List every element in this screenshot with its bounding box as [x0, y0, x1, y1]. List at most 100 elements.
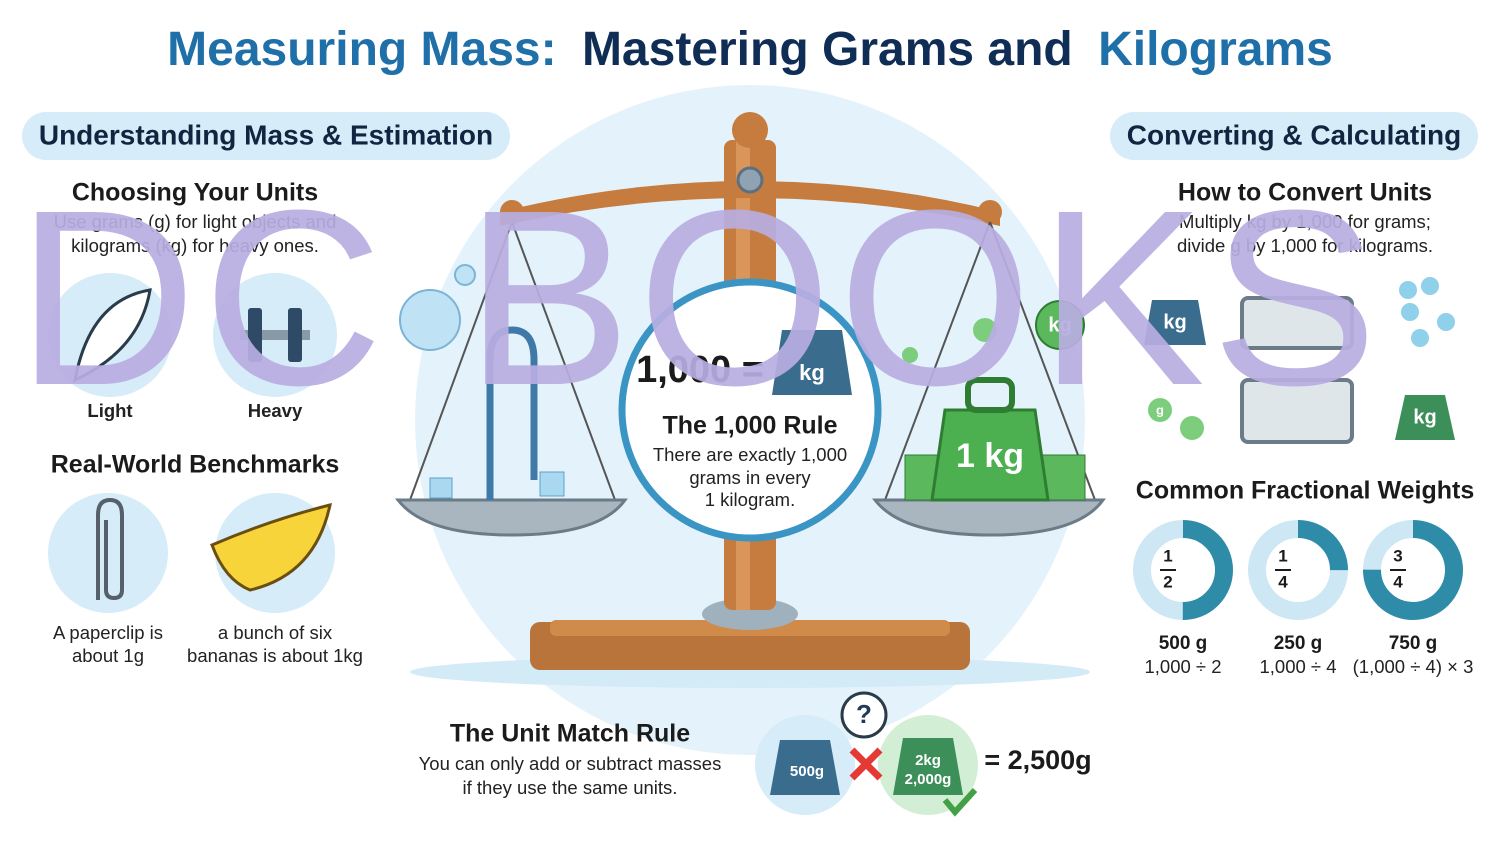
section-pill — [1110, 112, 1478, 160]
pan-weight-label: kg — [1048, 314, 1071, 336]
section-heading: Understanding Mass & Estimation — [39, 119, 493, 150]
fraction-donuts: 1 2 500 g1,000 ÷ 2 1 4 250 g1,000 ÷ 4 3 4 750 g(… — [1133, 520, 1474, 677]
scale-illustration-part — [989, 221, 1096, 501]
result: = 2,500g — [984, 745, 1091, 775]
conversion-icons-part — [1148, 398, 1172, 422]
scale-illustration-part — [965, 377, 1015, 413]
rule-title: The 1,000 Rule — [662, 412, 837, 440]
scale-illustration-part — [1035, 300, 1085, 350]
unit-match-icons-part — [849, 747, 883, 781]
unit-match-icons-part — [942, 787, 978, 817]
conversion-icons-part — [1411, 329, 1429, 347]
unit-icons-part — [248, 308, 262, 362]
conversion-icons-part — [1421, 277, 1439, 295]
fraction-numerator: 3 — [1393, 546, 1402, 565]
fraction-calc: (1,000 ÷ 4) × 3 — [1353, 656, 1474, 677]
description: kilograms (kg) for heavy ones. — [71, 235, 319, 256]
scale-illustration-part — [736, 166, 764, 194]
scale-illustration-part — [409, 221, 513, 501]
benchmark-icons-part — [96, 497, 124, 601]
conversion-icons-part — [1240, 296, 1354, 350]
scale-illustration-part — [871, 498, 1106, 537]
description: You can only add or subtract masses — [419, 753, 722, 774]
conversion-icons-part — [1401, 303, 1419, 321]
icon-label: Heavy — [248, 400, 303, 421]
conversion-icons-part — [1240, 378, 1354, 444]
question-mark: ? — [856, 699, 872, 729]
weight-label: 2,000g — [905, 771, 952, 788]
subheading: Common Fractional Weights — [1136, 477, 1474, 505]
scale-illustration-part — [539, 471, 565, 497]
scale-illustration-part — [973, 318, 997, 342]
scale-illustration-part — [394, 498, 628, 537]
fraction-grams: 250 g — [1274, 633, 1323, 654]
scale-illustration-part — [978, 200, 1002, 224]
scale-illustration-part — [429, 477, 453, 499]
weight-label: 2kg — [915, 752, 941, 769]
scale-illustration-part — [454, 264, 476, 286]
conversion-icons-part — [1144, 300, 1206, 345]
title-part: Mastering Grams and — [582, 23, 1073, 76]
big-weight-label: 1 kg — [956, 437, 1024, 475]
fraction-grams: 750 g — [1389, 633, 1438, 654]
section-heading: Converting & Calculating — [1127, 119, 1461, 150]
donut-fill — [1133, 520, 1233, 620]
title-part: Kilograms — [1098, 23, 1333, 76]
scale-illustration-part — [902, 347, 918, 363]
unit-match-icons-part — [840, 691, 888, 739]
scale-illustration-part — [500, 181, 1000, 226]
donut-fill — [1363, 520, 1463, 620]
scale-illustration — [394, 85, 1106, 755]
fraction-calc: 1,000 ÷ 2 — [1144, 656, 1221, 677]
fraction-grams: 500 g — [1159, 633, 1208, 654]
fraction-calc: 1,000 ÷ 4 — [1259, 656, 1336, 677]
equation: 1,000 = — [636, 349, 764, 391]
subheading: Real-World Benchmarks — [51, 451, 340, 479]
scale-illustration-part — [772, 330, 852, 395]
weight-label: 500g — [790, 763, 824, 780]
description: Multiply kg by 1,000 for grams; — [1179, 211, 1431, 232]
scale-illustration-part — [399, 289, 461, 351]
donut-fill — [1248, 520, 1348, 620]
icon-label: kg — [1163, 311, 1186, 333]
benchmark-caption: a bunch of six — [218, 622, 333, 643]
subheading: How to Convert Units — [1178, 179, 1432, 207]
icon-label: g — [1156, 402, 1164, 417]
weight-label: kg — [799, 360, 825, 385]
unit-icons-part — [288, 308, 302, 362]
unit-icons — [48, 273, 337, 397]
fraction-denominator: 4 — [1278, 572, 1288, 591]
scale-illustration-part — [486, 326, 538, 500]
description: Use grams (g) for light objects and — [54, 211, 337, 232]
conversion-icons-part — [1399, 281, 1417, 299]
watermark: DC BOOKS — [16, 158, 1384, 437]
benchmark-icons — [48, 493, 335, 613]
unit-match-icons-part — [893, 738, 963, 795]
fraction-denominator: 2 — [1163, 572, 1172, 591]
benchmark-caption: about 1g — [72, 645, 144, 666]
benchmark-caption: bananas is about 1kg — [187, 645, 363, 666]
rule-text: There are exactly 1,000 — [653, 444, 847, 465]
unit-icons-part — [240, 330, 310, 340]
fraction-numerator: 1 — [1278, 546, 1287, 565]
conversion-icons-part — [1180, 416, 1204, 440]
rule-text: 1 kilogram. — [705, 489, 795, 510]
subheading: Choosing Your Units — [72, 179, 318, 207]
scale-illustration-part — [732, 112, 768, 148]
unit-icons-part — [72, 288, 152, 383]
benchmark-icons-part — [210, 502, 332, 592]
title-part: Measuring Mass: — [167, 23, 556, 76]
section-pill — [22, 112, 510, 160]
scale-illustration-part — [511, 221, 616, 501]
icon-label: Light — [87, 400, 132, 421]
scale-illustration-part — [884, 221, 991, 501]
benchmark-caption: A paperclip is — [53, 622, 163, 643]
conversion-icons — [1144, 277, 1455, 444]
unit-match-icons-part — [770, 740, 840, 795]
fraction-denominator: 4 — [1393, 572, 1403, 591]
scale-illustration-part — [500, 200, 524, 224]
title: Measuring Mass: Mastering Grams and Kilo… — [167, 23, 1333, 76]
